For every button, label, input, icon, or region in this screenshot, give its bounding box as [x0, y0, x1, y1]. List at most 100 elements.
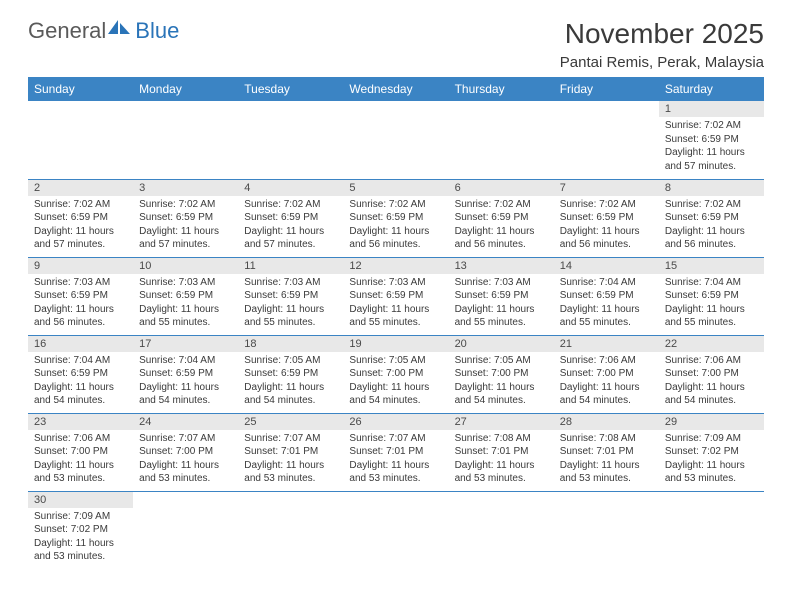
day-number: 4: [238, 180, 343, 196]
sunset-text: Sunset: 6:59 PM: [34, 211, 127, 225]
day-details: Sunrise: 7:09 AMSunset: 7:02 PMDaylight:…: [659, 430, 764, 490]
calendar-cell: 21Sunrise: 7:06 AMSunset: 7:00 PMDayligh…: [554, 335, 659, 413]
sunset-text: Sunset: 6:59 PM: [455, 211, 548, 225]
sunrise-text: Sunrise: 7:02 AM: [349, 198, 442, 212]
day-number: 10: [133, 258, 238, 274]
calendar-cell: 7Sunrise: 7:02 AMSunset: 6:59 PMDaylight…: [554, 179, 659, 257]
weekday-header-row: Sunday Monday Tuesday Wednesday Thursday…: [28, 77, 764, 101]
day-number: 21: [554, 336, 659, 352]
day-details: Sunrise: 7:03 AMSunset: 6:59 PMDaylight:…: [28, 274, 133, 334]
day-details: Sunrise: 7:06 AMSunset: 7:00 PMDaylight:…: [28, 430, 133, 490]
sunset-text: Sunset: 6:59 PM: [244, 367, 337, 381]
day-details: Sunrise: 7:02 AMSunset: 6:59 PMDaylight:…: [449, 196, 554, 256]
logo: General Blue: [28, 18, 179, 44]
day-details: Sunrise: 7:02 AMSunset: 6:59 PMDaylight:…: [238, 196, 343, 256]
daylight-text: Daylight: 11 hours and 54 minutes.: [349, 381, 442, 408]
day-number: 25: [238, 414, 343, 430]
calendar-cell: [28, 101, 133, 179]
day-details: Sunrise: 7:08 AMSunset: 7:01 PMDaylight:…: [449, 430, 554, 490]
calendar-cell: 2Sunrise: 7:02 AMSunset: 6:59 PMDaylight…: [28, 179, 133, 257]
sunrise-text: Sunrise: 7:07 AM: [349, 432, 442, 446]
sunrise-text: Sunrise: 7:06 AM: [34, 432, 127, 446]
calendar-cell: 13 Sunrise: 7:03 AMSunset: 6:59 PMDayligh…: [449, 257, 554, 335]
day-details: Sunrise: 7:04 AMSunset: 6:59 PMDaylight:…: [28, 352, 133, 412]
sunset-text: Sunset: 6:59 PM: [244, 289, 337, 303]
day-details: Sunrise: 7:04 AMSunset: 6:59 PMDaylight:…: [133, 352, 238, 412]
location-text: Pantai Remis, Perak, Malaysia: [560, 54, 764, 71]
calendar-row: 9Sunrise: 7:03 AMSunset: 6:59 PMDaylight…: [28, 257, 764, 335]
weekday-header: Tuesday: [238, 77, 343, 101]
day-number: 23: [28, 414, 133, 430]
calendar-cell: 16Sunrise: 7:04 AMSunset: 6:59 PMDayligh…: [28, 335, 133, 413]
sunset-text: Sunset: 7:00 PM: [455, 367, 548, 381]
day-details: Sunrise: 7:02 AMSunset: 6:59 PMDaylight:…: [554, 196, 659, 256]
sunrise-text: Sunrise: 7:02 AM: [560, 198, 653, 212]
daylight-text: Daylight: 11 hours and 54 minutes.: [665, 381, 758, 408]
sail-icon: [106, 18, 132, 36]
daylight-text: Daylight: 11 hours and 55 minutes.: [244, 303, 337, 330]
calendar-cell: [343, 491, 448, 569]
sunrise-text: Sunrise: 7:06 AM: [560, 354, 653, 368]
sunset-text: Sunset: 6:59 PM: [455, 289, 548, 303]
calendar-row: 1Sunrise: 7:02 AMSunset: 6:59 PMDaylight…: [28, 101, 764, 179]
daylight-text: Daylight: 11 hours and 57 minutes.: [139, 225, 232, 252]
sunrise-text: Sunrise: 7:04 AM: [560, 276, 653, 290]
calendar-cell: 20Sunrise: 7:05 AMSunset: 7:00 PMDayligh…: [449, 335, 554, 413]
sunset-text: Sunset: 6:59 PM: [665, 211, 758, 225]
sunrise-text: Sunrise: 7:02 AM: [34, 198, 127, 212]
weekday-header: Saturday: [659, 77, 764, 101]
calendar-cell: 3 Sunrise: 7:02 AMSunset: 6:59 PMDaylight…: [133, 179, 238, 257]
day-number: 9: [28, 258, 133, 274]
sunset-text: Sunset: 6:59 PM: [349, 211, 442, 225]
sunrise-text: Sunrise: 7:03 AM: [455, 276, 548, 290]
calendar-cell: 5Sunrise: 7:02 AMSunset: 6:59 PMDaylight…: [343, 179, 448, 257]
calendar-table: Sunday Monday Tuesday Wednesday Thursday…: [28, 77, 764, 569]
day-details: Sunrise: 7:02 AMSunset: 6:59 PMDaylight:…: [28, 196, 133, 256]
sunset-text: Sunset: 7:01 PM: [560, 445, 653, 459]
sunset-text: Sunset: 6:59 PM: [560, 211, 653, 225]
calendar-cell: 19Sunrise: 7:05 AMSunset: 7:00 PMDayligh…: [343, 335, 448, 413]
day-number: 8: [659, 180, 764, 196]
sunrise-text: Sunrise: 7:05 AM: [244, 354, 337, 368]
sunrise-text: Sunrise: 7:02 AM: [139, 198, 232, 212]
calendar-cell: 14Sunrise: 7:04 AMSunset: 6:59 PMDayligh…: [554, 257, 659, 335]
calendar-cell: [554, 491, 659, 569]
sunrise-text: Sunrise: 7:03 AM: [34, 276, 127, 290]
daylight-text: Daylight: 11 hours and 55 minutes.: [455, 303, 548, 330]
day-details: Sunrise: 7:02 AMSunset: 6:59 PMDaylight:…: [659, 196, 764, 256]
calendar-cell: [133, 101, 238, 179]
calendar-cell: [238, 491, 343, 569]
sunrise-text: Sunrise: 7:07 AM: [244, 432, 337, 446]
day-number: 7: [554, 180, 659, 196]
daylight-text: Daylight: 11 hours and 57 minutes.: [665, 146, 758, 173]
day-number: 2: [28, 180, 133, 196]
sunrise-text: Sunrise: 7:09 AM: [34, 510, 127, 524]
sunrise-text: Sunrise: 7:03 AM: [139, 276, 232, 290]
sunset-text: Sunset: 6:59 PM: [139, 211, 232, 225]
calendar-cell: 18Sunrise: 7:05 AMSunset: 6:59 PMDayligh…: [238, 335, 343, 413]
daylight-text: Daylight: 11 hours and 54 minutes.: [244, 381, 337, 408]
day-details: Sunrise: 7:09 AMSunset: 7:02 PMDaylight:…: [28, 508, 133, 568]
sunset-text: Sunset: 6:59 PM: [560, 289, 653, 303]
daylight-text: Daylight: 11 hours and 53 minutes.: [139, 459, 232, 486]
sunrise-text: Sunrise: 7:03 AM: [349, 276, 442, 290]
day-number: 3: [133, 180, 238, 196]
sunrise-text: Sunrise: 7:03 AM: [244, 276, 337, 290]
calendar-cell: 22Sunrise: 7:06 AMSunset: 7:00 PMDayligh…: [659, 335, 764, 413]
calendar-cell: 25Sunrise: 7:07 AMSunset: 7:01 PMDayligh…: [238, 413, 343, 491]
calendar-cell: 17Sunrise: 7:04 AMSunset: 6:59 PMDayligh…: [133, 335, 238, 413]
day-details: Sunrise: 7:04 AMSunset: 6:59 PMDaylight:…: [554, 274, 659, 334]
daylight-text: Daylight: 11 hours and 56 minutes.: [34, 303, 127, 330]
day-details: Sunrise: 7:06 AMSunset: 7:00 PMDaylight:…: [659, 352, 764, 412]
day-details: Sunrise: 7:06 AMSunset: 7:00 PMDaylight:…: [554, 352, 659, 412]
day-number: 28: [554, 414, 659, 430]
day-details: Sunrise: 7:05 AMSunset: 7:00 PMDaylight:…: [449, 352, 554, 412]
day-number: 13: [449, 258, 554, 274]
sunrise-text: Sunrise: 7:08 AM: [560, 432, 653, 446]
day-details: Sunrise: 7:04 AMSunset: 6:59 PMDaylight:…: [659, 274, 764, 334]
day-details: Sunrise: 7:03 AMSunset: 6:59 PMDaylight:…: [238, 274, 343, 334]
calendar-cell: 27Sunrise: 7:08 AMSunset: 7:01 PMDayligh…: [449, 413, 554, 491]
sunset-text: Sunset: 7:01 PM: [455, 445, 548, 459]
sunset-text: Sunset: 7:02 PM: [34, 523, 127, 537]
calendar-cell: [449, 101, 554, 179]
